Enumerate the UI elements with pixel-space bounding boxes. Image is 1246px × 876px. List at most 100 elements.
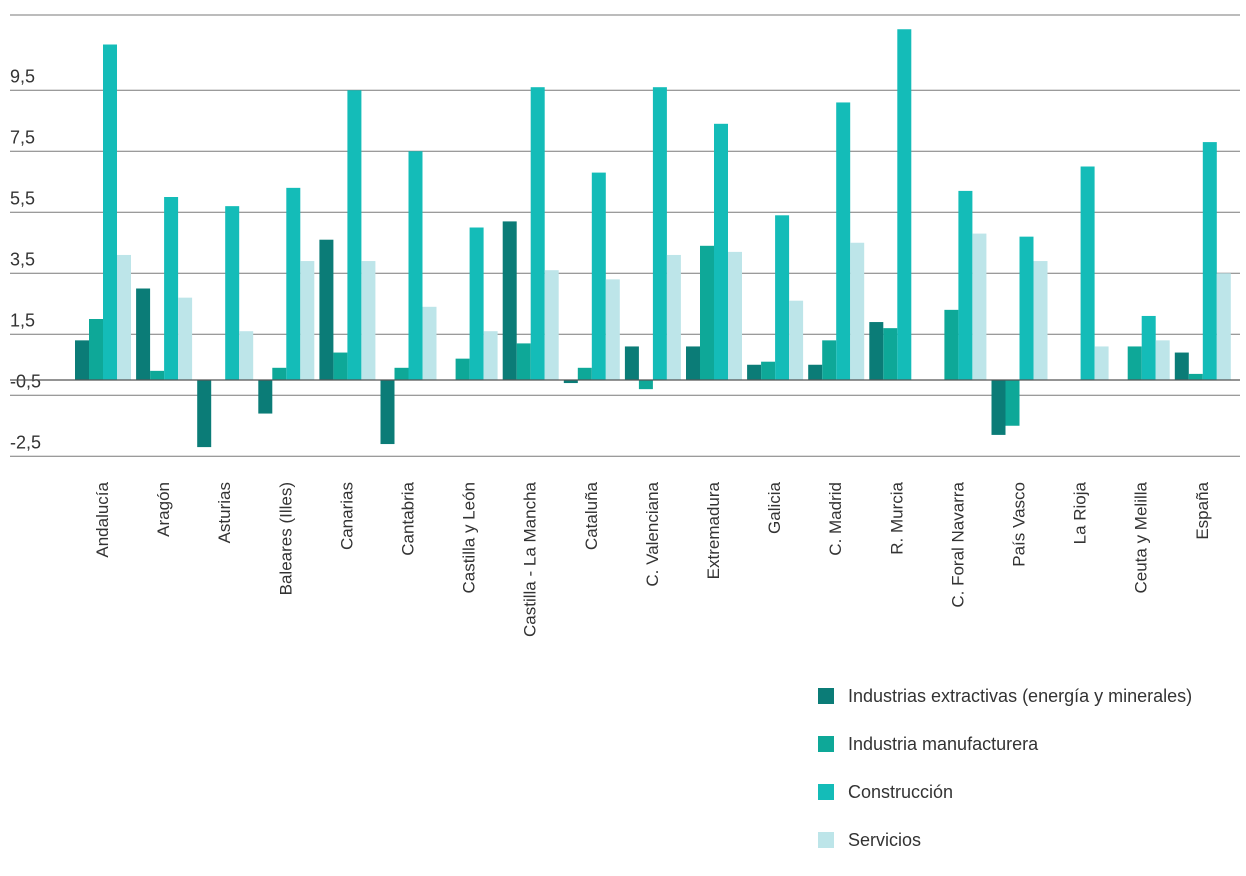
bar (286, 187, 301, 380)
x-category-label: Baleares (Illes) (276, 482, 295, 595)
bar (714, 123, 728, 381)
bar (1127, 346, 1142, 380)
bar (591, 172, 606, 380)
bar (761, 361, 776, 380)
x-axis-category-labels: Andalucía Aragón Asturias Baleares (Illes) C… (93, 481, 1212, 637)
bar (605, 279, 620, 380)
bar (747, 364, 762, 380)
bar (89, 319, 103, 380)
bar (75, 340, 89, 380)
y-tick-label: -0,5 (10, 371, 41, 391)
x-category-label: Cantabria (399, 481, 418, 555)
y-tick-label: 3,5 (10, 249, 35, 269)
bar (1216, 273, 1231, 380)
legend-label: Construcción (848, 781, 954, 802)
x-category-label: Castilla - La Mancha (521, 481, 540, 637)
bar (789, 300, 804, 380)
bar (530, 87, 545, 380)
x-category-label: España (1193, 481, 1212, 539)
bar (300, 261, 315, 380)
x-category-label: Asturias (215, 482, 234, 543)
chart: 9,5 7,5 5,5 3,5 1,5 -0,5 -2,5 Andalucía Aragón A… (10, 14, 1246, 850)
legend-label: Industrias extractivas (energía y minera… (848, 685, 1193, 706)
bar (808, 364, 823, 380)
bar (408, 151, 423, 380)
bar (972, 233, 987, 380)
bar (516, 343, 531, 380)
bar (883, 328, 898, 380)
bar (822, 340, 837, 380)
legend-swatch (818, 784, 834, 800)
bar (483, 331, 498, 380)
legend-swatch (818, 736, 834, 752)
bar (103, 44, 117, 380)
y-axis-ticks: 9,5 7,5 5,5 3,5 1,5 -0,5 -2,5 (10, 66, 41, 452)
x-category-label: C. Foral Navarra (948, 481, 967, 607)
bar (117, 254, 131, 380)
bar (1033, 261, 1048, 380)
bar (700, 245, 714, 380)
x-category-label: Galicia (765, 481, 784, 534)
bar (361, 261, 376, 380)
bar (1202, 142, 1217, 380)
bar (638, 380, 653, 390)
bar (544, 270, 559, 380)
bar (666, 254, 681, 380)
bar (164, 197, 179, 380)
bar (1005, 380, 1020, 426)
bar (1094, 346, 1109, 380)
bar (1019, 236, 1034, 380)
bar (380, 380, 395, 445)
bar (225, 206, 240, 380)
bar (728, 251, 742, 380)
legend-item-construccion: Construcción (818, 780, 1246, 804)
bar (652, 87, 667, 380)
x-category-label: Extremadura (704, 481, 723, 579)
x-category-label: C. Valenciana (643, 481, 662, 586)
bar (563, 380, 578, 384)
y-tick-label: 1,5 (10, 310, 35, 330)
bar (991, 380, 1006, 435)
bar (319, 239, 334, 380)
bar (150, 370, 165, 380)
x-category-label: Canarias (337, 482, 356, 550)
bar (944, 309, 959, 380)
bar (850, 242, 865, 380)
y-tick-label: 9,5 (10, 66, 35, 86)
bar (686, 346, 700, 380)
bar (178, 297, 193, 380)
x-category-label: C. Madrid (826, 482, 845, 556)
bar (775, 215, 790, 380)
bar (455, 358, 470, 380)
bar (958, 190, 973, 380)
legend-item-manufacturera: Industria manufacturera (818, 732, 1246, 756)
x-category-label: R. Murcia (887, 481, 906, 554)
legend-item-servicios: Servicios (818, 828, 1246, 852)
bar (258, 380, 273, 414)
bar (136, 288, 151, 380)
bar (239, 331, 254, 380)
legend-swatch (818, 688, 834, 704)
bar (577, 367, 592, 380)
bar (469, 227, 484, 380)
bar (422, 306, 437, 380)
bar-chart-canvas: 9,57,55,53,51,5-0,5-2,5 Andalucía Aragón A… (10, 14, 1240, 637)
bar (394, 367, 409, 380)
bar (836, 102, 851, 380)
legend-label: Servicios (848, 829, 922, 850)
bar (1174, 352, 1189, 380)
y-tick-label: 7,5 (10, 127, 35, 147)
bar (333, 352, 348, 380)
gridlines (10, 14, 1240, 457)
bar (1080, 166, 1095, 380)
bar (197, 380, 212, 448)
x-category-label: Ceuta y Melilla (1132, 481, 1151, 593)
bar (272, 367, 287, 380)
legend-label: Industria manufacturera (848, 733, 1039, 754)
bar (897, 29, 912, 380)
x-category-label: País Vasco (1010, 482, 1029, 567)
bar (869, 322, 884, 380)
y-tick-label: -2,5 (10, 432, 41, 452)
bar (624, 346, 639, 380)
bar (1155, 340, 1170, 380)
